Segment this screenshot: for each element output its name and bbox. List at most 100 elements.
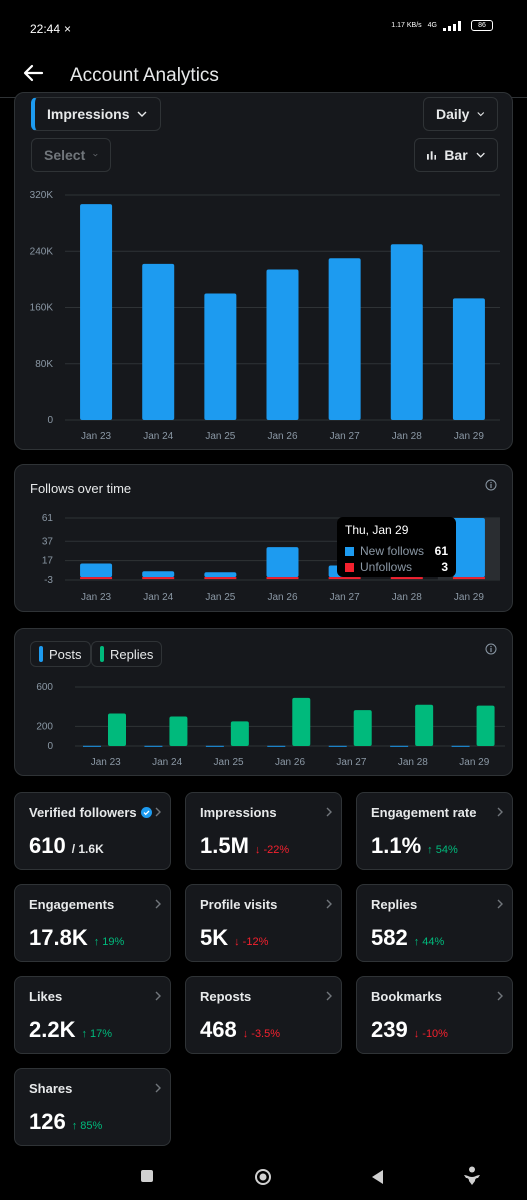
interval-dropdown[interactable]: Daily xyxy=(423,97,498,131)
metric-tile-verified-followers[interactable]: Verified followers 610 / 1.6K xyxy=(14,792,171,870)
tile-number: 468 xyxy=(200,1017,237,1042)
tile-number: 2.2K xyxy=(29,1017,76,1042)
tile-label: Replies xyxy=(371,897,418,912)
metric-tile-profile-visits[interactable]: Profile visits 5K ↓ -12% xyxy=(185,884,342,962)
arrow-left-icon[interactable] xyxy=(22,62,44,84)
chevron-down-icon xyxy=(137,111,147,117)
metric-tile-likes[interactable]: Likes 2.2K ↑ 17% xyxy=(14,976,171,1054)
chevron-down-icon xyxy=(477,112,485,117)
y-tick-label: 80K xyxy=(35,359,53,370)
chevron-right-icon xyxy=(326,807,332,817)
tile-label: Engagements xyxy=(29,897,115,912)
y-tick-label: 0 xyxy=(47,415,53,426)
tile-value: 468 ↓ -3.5% xyxy=(200,1017,280,1043)
replies-bar xyxy=(353,710,372,746)
close-notification-icon: × xyxy=(64,22,72,36)
unfollows-bar xyxy=(452,577,485,580)
x-tick-label: Jan 26 xyxy=(275,757,305,768)
new-follows-bar xyxy=(142,571,175,578)
y-tick-label: 17 xyxy=(42,556,54,567)
new-follows-bar xyxy=(452,518,485,578)
y-tick-label: 0 xyxy=(47,741,53,752)
legend-posts[interactable]: Posts xyxy=(30,641,91,667)
y-tick-label: 320K xyxy=(30,190,54,201)
x-tick-label: Jan 28 xyxy=(398,757,428,768)
posts-replies-bar-chart: 0 200 600 Jan 23 Jan 24 Jan 25 Jan 26 Jan 27 Jan… xyxy=(36,682,505,768)
accessibility-icon[interactable] xyxy=(463,1166,481,1186)
chevron-right-icon xyxy=(155,807,161,817)
metric-tile-impressions[interactable]: Impressions 1.5M ↓ -22% xyxy=(185,792,342,870)
tile-label: Likes xyxy=(29,989,63,1004)
replies-bar xyxy=(169,716,188,746)
tile-value: 2.2K ↑ 17% xyxy=(29,1017,112,1043)
posts-bar xyxy=(205,745,224,747)
y-tick-label: 600 xyxy=(36,682,53,693)
metric-tile-bookmarks[interactable]: Bookmarks 239 ↓ -10% xyxy=(356,976,513,1054)
x-tick-label: Jan 27 xyxy=(336,757,366,768)
tile-label: Impressions xyxy=(200,805,277,820)
tile-change: ↓ -10% xyxy=(413,1028,448,1040)
system-nav-bar xyxy=(0,1152,527,1200)
impressions-bar xyxy=(328,258,361,420)
tooltip-date: Thu, Jan 29 xyxy=(345,523,409,537)
metric-tile-shares[interactable]: Shares 126 ↑ 85% xyxy=(14,1068,171,1146)
chevron-right-icon xyxy=(497,899,503,909)
unfollows-bar xyxy=(142,577,175,580)
impressions-bar xyxy=(204,293,237,420)
x-tick-label: Jan 25 xyxy=(205,431,235,442)
tile-label: Profile visits xyxy=(200,897,278,912)
follows-chart-card: Follows over time 61 37 17 -3 Jan 23 Jan 24 Ja… xyxy=(14,464,513,612)
tile-number: 5K xyxy=(200,925,229,950)
info-icon[interactable] xyxy=(485,479,497,491)
metric-dropdown[interactable]: Impressions xyxy=(31,97,161,131)
triangle-back-icon[interactable] xyxy=(370,1169,384,1185)
battery-icon: 86 xyxy=(471,20,493,31)
chevron-right-icon xyxy=(326,991,332,1001)
status-bar: 22:44 × 1.17 KB/s 4G 86 xyxy=(0,0,527,56)
chevron-down-icon xyxy=(93,153,98,157)
tile-number: 1.5M xyxy=(200,833,249,858)
metric-tile-engagement-rate[interactable]: Engagement rate 1.1% ↑ 54% xyxy=(356,792,513,870)
legend-replies-label: Replies xyxy=(110,646,154,662)
chevron-right-icon xyxy=(155,991,161,1001)
square-icon[interactable] xyxy=(141,1170,153,1182)
select-dropdown[interactable]: Select xyxy=(31,138,111,172)
tile-number: 239 xyxy=(371,1017,408,1042)
tooltip-new-value: 61 xyxy=(434,544,448,558)
y-tick-label: 160K xyxy=(30,303,54,314)
status-icons: 1.17 KB/s 4G 86 xyxy=(391,20,493,31)
tile-change: ↑ 17% xyxy=(81,1028,113,1040)
posts-bar xyxy=(83,745,101,747)
chevron-right-icon xyxy=(326,899,332,909)
chart-type-dropdown[interactable]: Bar xyxy=(414,138,498,172)
legend-replies[interactable]: Replies xyxy=(91,641,163,667)
legend-swatch-unf xyxy=(345,562,354,572)
metric-tile-reposts[interactable]: Reposts 468 ↓ -3.5% xyxy=(185,976,342,1054)
tile-value: 17.8K ↑ 19% xyxy=(29,925,124,951)
tooltip-row-new: New follows 61 xyxy=(345,543,448,559)
metric-tile-replies[interactable]: Replies 582 ↑ 44% xyxy=(356,884,513,962)
unfollows-bar xyxy=(328,577,361,580)
x-tick-label: Jan 28 xyxy=(392,431,422,442)
tile-label: Reposts xyxy=(200,989,252,1004)
x-tick-label: Jan 28 xyxy=(392,592,422,603)
metric-tile-engagements[interactable]: Engagements 17.8K ↑ 19% xyxy=(14,884,171,962)
circle-home-icon[interactable] xyxy=(254,1168,272,1186)
x-tick-label: Jan 25 xyxy=(214,757,244,768)
unfollows-bar xyxy=(80,577,113,580)
tooltip-unf-value: 3 xyxy=(441,560,448,574)
replies-bar xyxy=(415,704,434,746)
tile-number: 582 xyxy=(371,925,408,950)
chevron-right-icon xyxy=(497,807,503,817)
x-tick-label: Jan 27 xyxy=(330,592,360,603)
signal-type: 4G xyxy=(427,22,437,29)
chevron-right-icon xyxy=(497,991,503,1001)
tile-value: 126 ↑ 85% xyxy=(29,1109,102,1135)
info-icon[interactable] xyxy=(485,643,497,655)
tile-change: ↓ -12% xyxy=(234,936,269,948)
tile-label: Bookmarks xyxy=(371,989,442,1004)
x-tick-label: Jan 24 xyxy=(152,757,182,768)
interval-dropdown-label: Daily xyxy=(436,106,470,122)
tile-label: Verified followers xyxy=(29,805,152,820)
y-tick-label: 61 xyxy=(42,513,54,524)
